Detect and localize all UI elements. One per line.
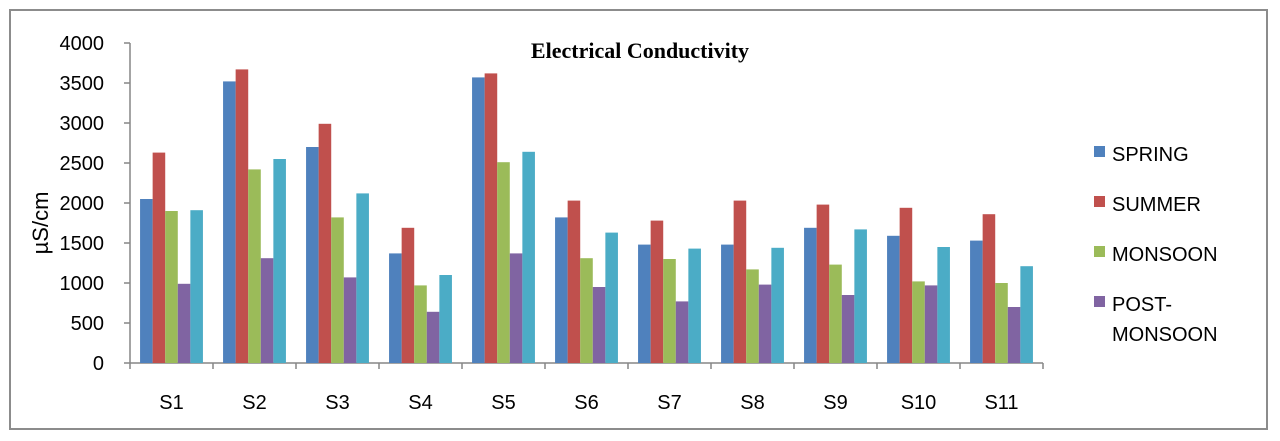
x-tick-label: S2 [242, 392, 266, 414]
bar [721, 244, 734, 363]
legend-label: MONSOON [1112, 324, 1218, 346]
bar [887, 235, 900, 363]
bar [638, 244, 651, 363]
bar [829, 264, 842, 363]
x-tick-label: S8 [740, 392, 764, 414]
bar [1007, 307, 1021, 363]
x-tick-label: S9 [823, 392, 847, 414]
bar [733, 200, 747, 363]
bar [356, 193, 369, 363]
bar [758, 284, 772, 363]
bar [235, 69, 249, 364]
bar [484, 73, 498, 364]
x-tick-label: S10 [901, 392, 937, 414]
bar [567, 200, 581, 363]
bar [854, 229, 867, 363]
bar [663, 259, 676, 363]
legend-label: SPRING [1112, 144, 1189, 166]
y-axis: 0 500 1000 1500 2000 2500 3000 3500 4000 [60, 33, 131, 375]
y-tick-label: 0 [93, 353, 104, 375]
y-tick-label: 2500 [60, 153, 105, 175]
y-tick-label: 1000 [60, 273, 105, 295]
bar [592, 287, 606, 363]
bar [688, 248, 701, 363]
x-tick-label: S4 [408, 392, 432, 414]
bar [223, 81, 236, 364]
bar [746, 269, 759, 363]
bar [260, 258, 274, 363]
legend-swatch [1094, 246, 1105, 257]
bar [924, 285, 938, 363]
y-tick-label: 4000 [60, 33, 105, 55]
bar [555, 217, 568, 363]
legend-swatch [1094, 146, 1105, 157]
bar [995, 283, 1008, 363]
x-tick-label: S7 [657, 392, 681, 414]
legend-label: SUMMER [1112, 194, 1201, 216]
bar [605, 232, 618, 363]
bar [248, 169, 261, 363]
bar [318, 123, 332, 363]
x-axis: S1 S2 S3 S4 S5 S6 S7 S8 S9 S10 S11 [129, 362, 1044, 414]
x-tick-label: S6 [574, 392, 598, 414]
bar [497, 162, 510, 363]
bar [804, 227, 817, 363]
x-tick-label: S5 [491, 392, 515, 414]
legend-swatch [1094, 296, 1105, 307]
bar [580, 258, 593, 363]
bar [414, 285, 427, 363]
y-tick-label: 500 [71, 313, 104, 335]
x-tick-label: S11 [984, 392, 1018, 414]
bar [177, 283, 191, 363]
legend-swatch [1094, 196, 1105, 207]
bars [140, 69, 1033, 364]
bar [841, 295, 855, 363]
bar [675, 301, 689, 363]
y-tick-label: 3500 [60, 73, 105, 95]
bar [650, 220, 664, 363]
bar [912, 281, 925, 363]
legend-label: MONSOON [1112, 244, 1218, 266]
y-tick-label: 2000 [60, 193, 105, 215]
y-tick-label: 3000 [60, 113, 105, 135]
legend-label: POST- [1112, 294, 1172, 316]
bar [771, 247, 784, 363]
bar [389, 253, 402, 363]
bar [140, 199, 153, 363]
bar [982, 214, 996, 363]
bar [426, 311, 440, 363]
x-tick-label: S3 [325, 392, 349, 414]
bar [165, 211, 178, 363]
bar [439, 275, 452, 363]
chart-title: Electrical Conductivity [531, 38, 749, 63]
bar [401, 227, 415, 363]
bar [343, 277, 357, 363]
x-tick-label: S1 [159, 392, 183, 414]
bar [472, 77, 485, 364]
bar [1020, 266, 1033, 363]
bar [970, 240, 983, 363]
y-tick-label: 1500 [60, 233, 105, 255]
y-axis-label: µS/cm [28, 192, 53, 255]
bar [522, 151, 535, 363]
bar [816, 204, 830, 363]
bar [509, 253, 523, 363]
bar [899, 207, 913, 363]
bar [273, 159, 286, 363]
bar [152, 152, 166, 363]
bar [306, 147, 319, 363]
bar [937, 247, 950, 363]
bar [331, 217, 344, 363]
legend: SPRING SUMMER MONSOON POST- MONSOON [1094, 144, 1218, 346]
bar [190, 210, 203, 363]
